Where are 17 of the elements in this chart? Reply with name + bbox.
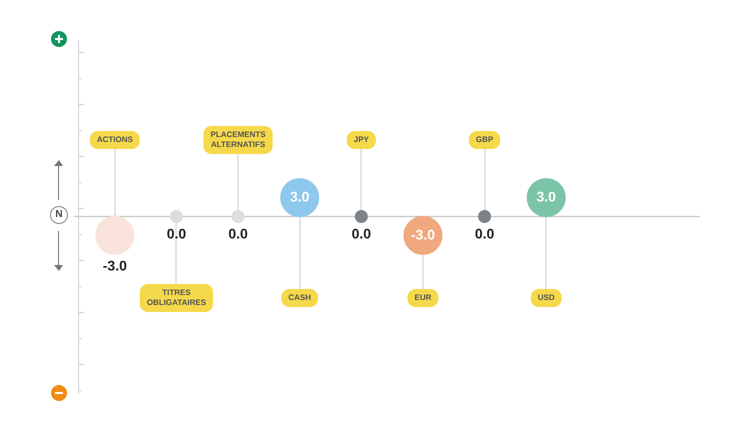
x-tick-label: PLACEMENTS ALTERNATIFS: [210, 130, 266, 150]
x-tick-label: GBP: [476, 135, 494, 144]
data-label: 0.0: [474, 225, 495, 242]
x-tick-label: TITRES OBLIGATAIRES: [146, 288, 207, 308]
x-tick-label: USD: [538, 293, 555, 302]
x-tick-label: EUR: [414, 293, 432, 302]
data-label: 3.0: [536, 188, 556, 204]
data-label: 0.0: [352, 225, 372, 242]
data-label: 0.0: [228, 225, 248, 242]
data-label: -3.0: [102, 257, 128, 274]
x-tick-label: ACTIONS: [96, 135, 134, 144]
data-label: -3.0: [410, 226, 436, 242]
x-tick-label: CASH: [288, 293, 312, 302]
text: N: [50, 206, 68, 224]
x-tick-label: JPY: [354, 135, 370, 144]
data-label: 0.0: [166, 225, 186, 242]
data-label: 3.0: [290, 188, 310, 204]
